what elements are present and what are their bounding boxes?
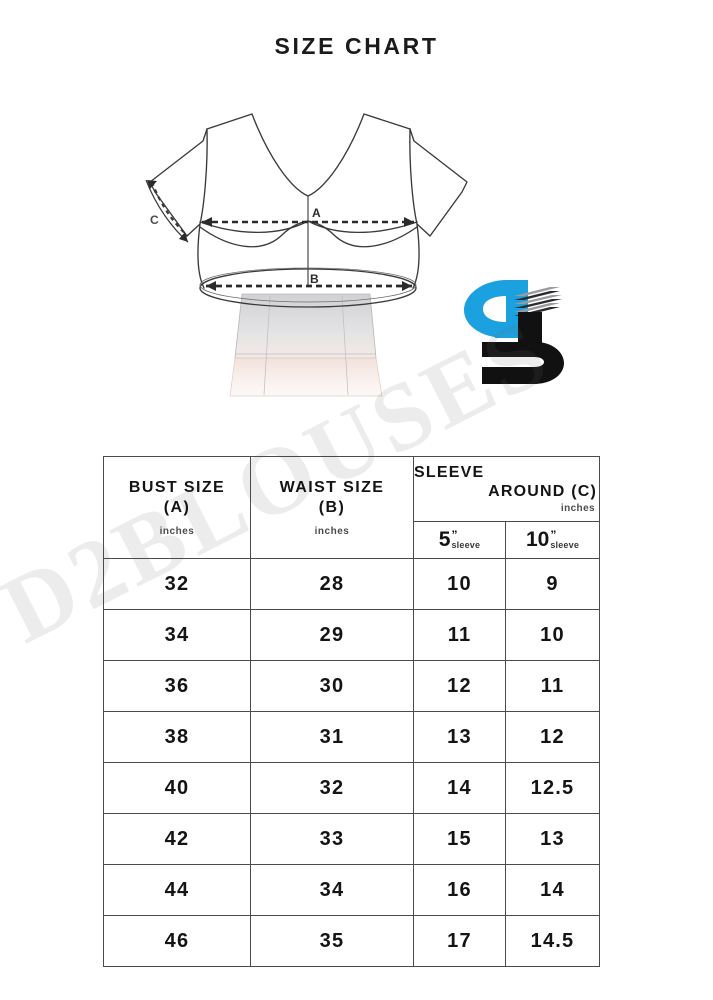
sleeve-measure-arc — [145, 179, 189, 243]
sleeve10-stack: ” sleeve — [550, 528, 580, 550]
column-header-bust: BUST SIZE (A) inches — [103, 456, 251, 559]
cell-waist: 34 — [250, 864, 414, 916]
column-header-sleeve-5: 5” sleeve — [413, 521, 506, 559]
cell-sleeve10: 14 — [505, 864, 600, 916]
sleeve-label: C — [150, 213, 159, 227]
d2blouses-logo — [452, 262, 578, 390]
column-header-sleeve-10: 10” sleeve — [505, 521, 600, 559]
bust-label: A — [312, 206, 321, 220]
cell-bust: 44 — [103, 864, 251, 916]
cell-waist: 31 — [250, 711, 414, 763]
sleeve5-stack: ” sleeve — [451, 528, 481, 550]
sleeve5-word: sleeve — [451, 539, 481, 550]
size-chart-table-container: BUST SIZE (A) inches WAIST SIZE (B) inch… — [103, 456, 600, 967]
sleeve-header-line2: AROUND (C) — [488, 482, 597, 500]
cell-sleeve10: 9 — [505, 558, 600, 610]
bust-measure-line — [202, 217, 414, 227]
cell-sleeve10: 14.5 — [505, 915, 600, 967]
waist-measure-line — [206, 281, 412, 291]
column-header-sleeve-group: SLEEVE AROUND (C) inches — [413, 456, 600, 522]
blouse-measurement-diagram: A B C — [130, 96, 480, 401]
table-header-row-2: 5” sleeve 10” sleeve — [104, 521, 600, 559]
cell-sleeve10: 12 — [505, 711, 600, 763]
cell-sleeve10: 11 — [505, 660, 600, 712]
cell-bust: 40 — [103, 762, 251, 814]
cell-waist: 35 — [250, 915, 414, 967]
table-row: 38 31 13 12 — [103, 711, 600, 763]
cell-sleeve5: 11 — [413, 609, 506, 661]
waist-header-line2: (B) — [318, 499, 346, 517]
waist-label: B — [310, 272, 319, 286]
bust-header-units: inches — [159, 525, 195, 537]
table-row: 32 28 10 9 — [103, 558, 600, 610]
cell-bust: 42 — [103, 813, 251, 865]
bust-header-line1: BUST SIZE — [128, 479, 226, 497]
cell-waist: 33 — [250, 813, 414, 865]
cell-sleeve5: 12 — [413, 660, 506, 712]
blouse-diagram-svg: A B C — [145, 113, 468, 397]
table-row: 34 29 11 10 — [103, 609, 600, 661]
cell-sleeve5: 14 — [413, 762, 506, 814]
cell-sleeve5: 13 — [413, 711, 506, 763]
logo-black-b — [482, 312, 564, 384]
sleeve10-number: 10 — [525, 528, 550, 551]
waist-header-units: inches — [314, 525, 350, 537]
sleeve5-number: 5 — [438, 528, 451, 551]
table-row: 44 34 16 14 — [103, 864, 600, 916]
cell-bust: 34 — [103, 609, 251, 661]
waist-header-line1: WAIST SIZE — [279, 479, 385, 497]
cell-waist: 32 — [250, 762, 414, 814]
cell-bust: 46 — [103, 915, 251, 967]
cell-waist: 28 — [250, 558, 414, 610]
sleeve10-inch-mark: ” — [550, 528, 557, 543]
cell-waist: 30 — [250, 660, 414, 712]
cell-sleeve10: 13 — [505, 813, 600, 865]
cell-sleeve5: 10 — [413, 558, 506, 610]
cell-sleeve10: 10 — [505, 609, 600, 661]
bust-header-line2: (A) — [163, 499, 191, 517]
page-title: SIZE CHART — [274, 33, 439, 59]
table-row: 36 30 12 11 — [103, 660, 600, 712]
table-header-row-1: BUST SIZE (A) inches WAIST SIZE (B) inch… — [103, 456, 600, 559]
cell-sleeve5: 15 — [413, 813, 506, 865]
table-header: BUST SIZE (A) inches WAIST SIZE (B) inch… — [103, 456, 600, 559]
table-row: 40 32 14 12.5 — [103, 762, 600, 814]
cell-bust: 38 — [103, 711, 251, 763]
sleeve5-inch-mark: ” — [451, 528, 458, 543]
column-header-waist: WAIST SIZE (B) inches — [250, 456, 414, 559]
sleeve10-word: sleeve — [550, 539, 580, 550]
sleeve-header-line1: SLEEVE — [414, 464, 485, 482]
cell-bust: 32 — [103, 558, 251, 610]
table-row: 42 33 15 13 — [103, 813, 600, 865]
size-chart-table: BUST SIZE (A) inches WAIST SIZE (B) inch… — [103, 456, 600, 967]
logo-svg — [464, 280, 564, 384]
cell-sleeve10: 12.5 — [505, 762, 600, 814]
table-row: 46 35 17 14.5 — [103, 915, 600, 967]
cell-bust: 36 — [103, 660, 251, 712]
waist-ellipse — [199, 267, 417, 308]
table-body: 32 28 10 9 34 29 11 10 36 30 12 11 38 31 13 12 40 32 14 12.… — [103, 558, 600, 967]
sleeve-header-units: inches — [560, 502, 595, 514]
skirt-shape — [229, 293, 383, 397]
cell-sleeve5: 16 — [413, 864, 506, 916]
cell-waist: 29 — [250, 609, 414, 661]
cell-sleeve5: 17 — [413, 915, 506, 967]
blouse-outline — [149, 113, 468, 289]
